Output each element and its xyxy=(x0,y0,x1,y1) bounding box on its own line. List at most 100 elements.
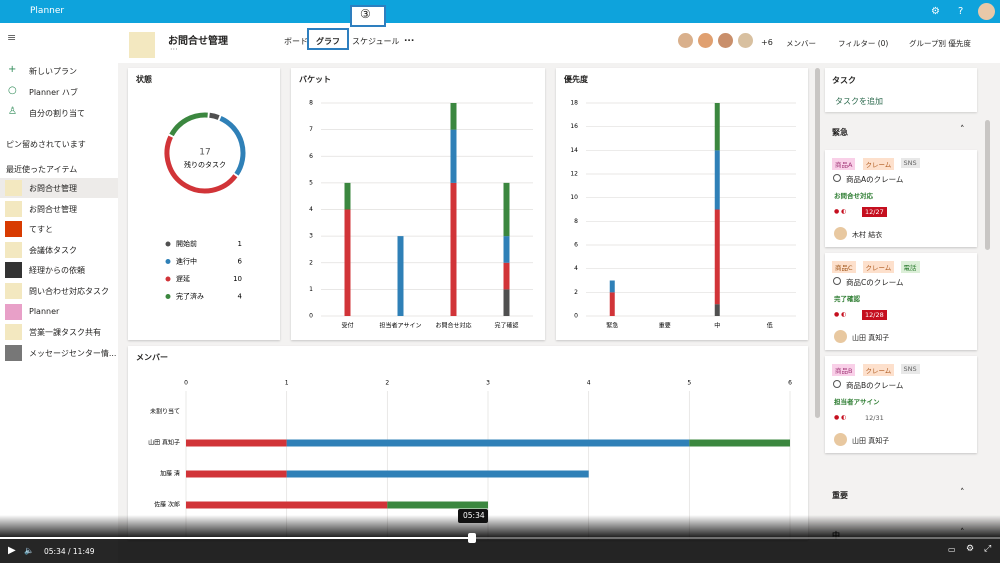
chevron: ˄ xyxy=(960,125,965,135)
header-menu[interactable]: グループ別 優先度 xyxy=(909,39,971,48)
tab-more[interactable]: ... xyxy=(404,34,415,44)
settings[interactable]: ⚙ xyxy=(931,6,940,17)
y-tick-label: 0 xyxy=(309,313,313,320)
nav-recent[interactable]: お問合せ管理 xyxy=(29,204,77,214)
nav-item[interactable]: 新しいプラン xyxy=(29,67,77,76)
bar-segment xyxy=(344,182,351,210)
nav-recent[interactable]: 問い合わせ対応タスク xyxy=(29,287,109,296)
plan-icon xyxy=(5,262,22,279)
x-tick-label: 中 xyxy=(714,322,720,330)
legend-label: 遅延 xyxy=(176,274,190,283)
nav-section[interactable]: ピン留めされています xyxy=(6,140,86,149)
assignee: 山田 真知子 xyxy=(852,334,890,342)
nav-recent[interactable]: Planner xyxy=(29,306,60,316)
y-tick-label: 6 xyxy=(574,242,578,249)
card-title: バケット xyxy=(299,75,331,84)
y-tick-label: 5 xyxy=(309,179,313,186)
assignee-avatar xyxy=(834,330,847,343)
volume[interactable]: 🔈 xyxy=(24,546,34,555)
task-label: クレーム xyxy=(862,158,895,170)
nav-icon: ○ xyxy=(8,85,17,96)
app-name[interactable]: Planner xyxy=(30,6,65,16)
scrollbar xyxy=(985,120,990,250)
plan-more: ··· xyxy=(170,45,178,54)
bar-segment xyxy=(450,182,457,316)
nav-recent[interactable]: お問合せ管理 xyxy=(29,184,77,193)
task-check[interactable] xyxy=(833,174,841,182)
fullscreen[interactable]: ⤢ xyxy=(984,544,992,554)
bar-segment xyxy=(714,209,720,305)
task-name[interactable]: 商品Aのクレーム xyxy=(846,175,904,184)
y-tick-label: 2 xyxy=(309,259,313,266)
legend-value: 6 xyxy=(238,258,243,266)
tooltip-bg xyxy=(458,509,488,523)
task-check[interactable] xyxy=(833,277,841,285)
bar-segment xyxy=(286,439,690,447)
task-check[interactable] xyxy=(833,380,841,388)
task-icons: ● ◐ xyxy=(834,311,847,318)
bar-segment xyxy=(714,103,720,151)
donut-segment xyxy=(169,112,208,137)
x-tick-label: 0 xyxy=(184,380,188,387)
play-button[interactable]: ▶ xyxy=(8,545,16,556)
card-title: 優先度 xyxy=(564,75,588,84)
nav-recent[interactable]: てすと xyxy=(29,225,53,235)
task-name[interactable]: 商品Cのクレーム xyxy=(846,278,904,287)
members-extra: +6 xyxy=(761,38,773,47)
bar-segment xyxy=(503,262,510,290)
plan-icon xyxy=(5,303,22,320)
plan-icon xyxy=(5,180,22,196)
bar-segment xyxy=(689,439,790,447)
nav-recent[interactable]: 会議体タスク xyxy=(29,245,77,255)
y-tick-label: 4 xyxy=(574,265,578,272)
bar-segment xyxy=(186,439,287,447)
y-tick-label: 1 xyxy=(309,286,313,293)
card-title: 状態 xyxy=(136,75,152,84)
task-bucket: 完了確認 xyxy=(834,295,860,303)
nav-recent[interactable]: メッセージセンター情... xyxy=(29,348,117,358)
chart: 0 1 2 3 4 5 6 7 8 受付 担当者アサイン お問合せ対応 完了確認 xyxy=(309,100,533,330)
group-name[interactable]: 重要 xyxy=(832,491,848,500)
task-title: タスク xyxy=(832,76,856,85)
tab[interactable]: ボード xyxy=(284,37,308,46)
legend-dot xyxy=(165,294,171,299)
group-name[interactable]: 緊急 xyxy=(832,128,848,137)
plan-icon xyxy=(5,324,22,341)
plan-icon xyxy=(5,200,22,217)
nav-recent[interactable]: 営業一課タスク共有 xyxy=(29,328,101,338)
chart: 開始前 1 進行中 6 遅延 10 完了済み 4 17 残りのタスク xyxy=(164,112,246,301)
user-avatar[interactable] xyxy=(978,3,995,20)
task-label: クレーム xyxy=(862,364,895,376)
y-tick-label: 未割り当て xyxy=(150,408,180,416)
nav-item[interactable]: 自分の割り当て xyxy=(29,109,85,118)
task-name[interactable]: 商品Bのクレーム xyxy=(846,381,904,390)
nav-selected xyxy=(0,178,118,198)
header-menu[interactable]: フィルター (0) xyxy=(838,39,889,48)
header-menu[interactable]: メンバー xyxy=(786,39,816,48)
player-settings[interactable]: ⚙ xyxy=(966,544,975,554)
tab[interactable]: スケジュール xyxy=(352,37,400,46)
bar-segment xyxy=(503,236,510,263)
bar-segment xyxy=(286,470,589,478)
members-card: メンバー 0 1 2 3 4 5 6 未割り当て 山田 真知子 加藤 清佐藤 次郎 xyxy=(128,346,808,540)
player-bar xyxy=(0,515,1000,563)
progress-track xyxy=(0,537,1000,539)
x-tick-label: 低 xyxy=(767,322,773,330)
legend-value: 4 xyxy=(238,293,243,301)
tab[interactable]: グラフ xyxy=(316,37,340,46)
menu-icon[interactable]: ≡ xyxy=(7,31,17,44)
captions[interactable]: ▭ xyxy=(948,545,956,554)
add-task[interactable]: タスクを追加 xyxy=(835,97,883,106)
task-icons: ● ◐ xyxy=(834,414,847,421)
x-tick-label: 6 xyxy=(788,380,792,387)
help[interactable]: ? xyxy=(958,6,964,17)
bar-segment xyxy=(450,129,457,183)
nav-recent[interactable]: 経理からの依頼 xyxy=(29,266,85,276)
nav-section[interactable]: 最近使ったアイテム xyxy=(6,165,78,174)
center-label: 残りのタスク xyxy=(184,160,226,169)
y-tick-label: 加藤 清 xyxy=(160,470,180,478)
annotation-box xyxy=(350,5,386,27)
legend-label: 進行中 xyxy=(176,257,197,266)
nav-item[interactable]: Planner ハブ xyxy=(29,88,78,97)
progress-thumb[interactable] xyxy=(468,533,476,543)
